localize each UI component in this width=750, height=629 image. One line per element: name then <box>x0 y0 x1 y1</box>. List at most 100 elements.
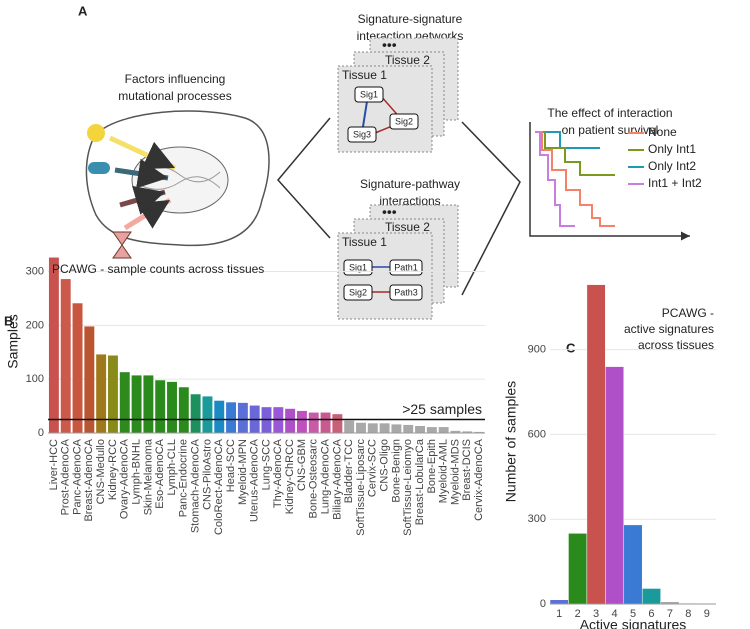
node-label: Sig1 <box>360 89 378 99</box>
x-axis-label: Active signatures <box>580 617 687 629</box>
x-tick-label: CNS-PiloAstro <box>201 439 213 510</box>
x-tick-label: SoftTissue-Leiomyo <box>402 439 414 536</box>
panel-label: B <box>4 313 13 328</box>
x-tick-label: ColoRect-AdenoCA <box>213 438 225 535</box>
y-tick-label: 300 <box>528 513 546 525</box>
bar <box>202 396 213 433</box>
x-tick-label: Panc-AdenoCA <box>71 438 83 514</box>
y-axis-label: Samples <box>5 314 21 368</box>
bar <box>308 412 319 433</box>
survival-title: The effect of interaction <box>547 106 672 120</box>
node-label: Sig2 <box>349 287 367 297</box>
node-label: Sig1 <box>349 262 367 272</box>
x-tick-label: Eso-AdenoCA <box>154 438 166 508</box>
node-label: Sig2 <box>395 116 413 126</box>
x-tick-label: Myeloid-MPN <box>237 439 249 505</box>
bar <box>332 414 343 433</box>
more: ••• <box>382 204 397 220</box>
bar <box>586 284 606 605</box>
tissue-label: Tissue 2 <box>385 220 430 234</box>
bar <box>167 381 177 433</box>
bar <box>474 431 485 433</box>
fan-arrow <box>277 117 331 239</box>
survival-axes <box>529 122 690 241</box>
x-tick-label: Breast-DCIS <box>461 439 473 501</box>
bar <box>391 424 402 433</box>
x-tick-label: 1 <box>556 608 562 620</box>
x-tick-label: SoftTissue-Liposarc <box>355 439 367 536</box>
bar <box>403 424 414 433</box>
x-tick-label: Lung-SCC <box>260 439 272 490</box>
node-label: Sig3 <box>353 129 371 139</box>
bar <box>415 426 426 433</box>
x-tick-label: 7 <box>667 608 673 620</box>
x-tick-label: Panc-Endocrine <box>178 439 190 517</box>
bar <box>131 375 142 433</box>
node <box>343 284 373 301</box>
bar <box>568 533 588 605</box>
y-tick-label: 600 <box>528 428 546 440</box>
x-tick-label: Breast-LobularCa <box>414 438 426 525</box>
pathway-title: Signature-pathway <box>360 177 460 191</box>
node <box>389 284 423 301</box>
y-axis-label: Number of samples <box>503 381 519 502</box>
factors-title: mutational processes <box>118 89 231 103</box>
bar <box>178 387 189 433</box>
x-tick-label: Myeloid-MDS <box>449 439 461 505</box>
bar <box>143 375 154 433</box>
km-curve <box>535 131 615 227</box>
arrow <box>123 197 172 231</box>
tissue-label: Tissue 1 <box>342 68 387 82</box>
km-curve <box>535 131 575 227</box>
network-title: Signature-signature <box>358 12 463 26</box>
bar <box>367 423 378 433</box>
legend-label: Only Int1 <box>648 142 696 156</box>
factors-title: Factors influencing <box>125 72 226 86</box>
x-tick-label: Kidney-RCC <box>107 439 119 500</box>
bar <box>48 257 59 433</box>
legend-label: Int1 + Int2 <box>648 176 702 190</box>
x-tick-label: Bone-Osteosarc <box>308 439 320 519</box>
panel-label: C <box>566 340 576 355</box>
x-tick-label: 8 <box>685 608 691 620</box>
survival-title: on patient survival <box>562 123 659 137</box>
x-tick-label: Bone-Benign <box>390 439 402 503</box>
y-tick-label: 0 <box>38 427 44 439</box>
y-tick-label: 900 <box>528 344 546 356</box>
more: ••• <box>382 37 397 53</box>
x-tick-label: Liver-HCC <box>48 439 60 490</box>
arrow <box>114 158 169 189</box>
x-tick-label: Lung-AdenoCA <box>319 438 331 514</box>
bar <box>119 372 130 433</box>
y-tick-label: 0 <box>540 598 546 610</box>
y-tick-label: 100 <box>26 373 44 385</box>
chart-title: PCAWG - sample counts across tissues <box>52 262 264 276</box>
x-tick-label: Thy-AdenoCA <box>272 438 284 508</box>
bar <box>214 400 225 433</box>
fan-arrow <box>461 121 521 296</box>
bar <box>549 599 569 605</box>
bar <box>450 430 461 433</box>
bar <box>190 394 201 433</box>
bar <box>296 410 307 433</box>
arrow <box>119 185 166 215</box>
tissue-label: Tissue 1 <box>342 235 387 249</box>
x-tick-label: Cervix-SCC <box>367 439 379 497</box>
legend-label: Only Int2 <box>648 159 696 173</box>
node <box>354 86 384 103</box>
bar <box>72 303 83 433</box>
pill-icon <box>88 162 110 174</box>
x-tick-label: 3 <box>593 608 599 620</box>
x-tick-label: Stomach-AdenoCA <box>190 438 202 533</box>
x-tick-label: 2 <box>575 608 581 620</box>
bar <box>438 427 449 433</box>
x-tick-label: Lymph-BNHL <box>130 439 142 505</box>
x-tick-label: 5 <box>630 608 636 620</box>
x-tick-label: Lymph-CLL <box>166 439 178 495</box>
x-tick-label: Uterus-AdenoCA <box>249 438 261 522</box>
x-tick-label: Skin-Melanoma <box>142 438 154 515</box>
x-tick-label: Head-SCC <box>225 439 237 492</box>
bar <box>285 408 296 433</box>
sun-icon <box>87 124 105 142</box>
bar <box>379 423 390 433</box>
